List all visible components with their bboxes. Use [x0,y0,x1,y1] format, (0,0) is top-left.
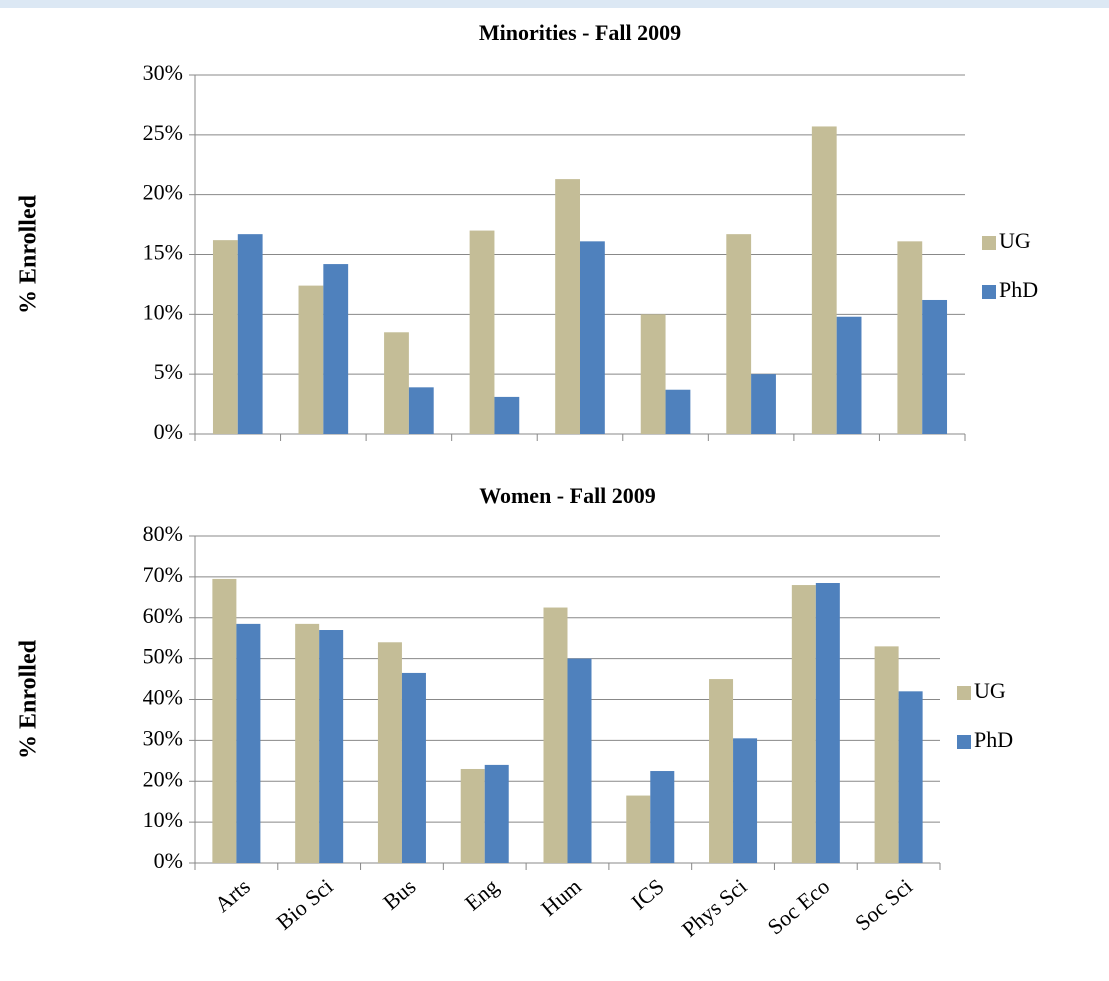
legend-swatch [982,285,996,299]
bar [543,607,568,863]
bar [460,768,485,863]
y-tick-label: 0% [154,419,183,444]
bar [791,585,816,863]
bar [640,314,666,434]
legend-label: PhD [999,277,1038,302]
y-tick-label: 10% [143,807,183,832]
legend-label: UG [974,678,1006,703]
x-tick-label: Bus [378,874,420,915]
legend-label: PhD [974,727,1013,752]
y-tick-label: 0% [154,848,183,873]
bar [726,234,752,434]
y-axis-label: % Enrolled [16,639,42,759]
bar [298,285,324,434]
bar [212,240,238,434]
y-tick-label: 20% [143,766,183,791]
bar [650,771,675,863]
bar [836,316,862,434]
y-tick-label: 80% [143,521,183,546]
x-tick-label: Eng [460,874,503,916]
bar [751,374,776,434]
bar [384,332,409,434]
bar [922,299,948,434]
bar [897,241,923,434]
bar [237,234,263,434]
y-tick-label: 5% [154,359,183,384]
bar [898,691,923,863]
bar [323,264,349,434]
bar [212,578,237,863]
legend-swatch [957,686,971,700]
bar [567,658,592,863]
x-tick-label: ICS [626,874,668,915]
y-axis-label: % Enrolled [16,194,42,314]
legend-label: UG [999,228,1031,253]
y-tick-label: 40% [143,685,183,710]
x-tick-label: Arts [210,874,255,918]
x-tick-label: Hum [536,874,586,921]
x-tick-label: Soc Sci [850,874,917,936]
bar [709,679,734,863]
bar [580,241,605,434]
y-tick-label: 30% [143,60,183,85]
y-tick-label: 20% [143,180,183,205]
x-tick-label: Bio Sci [271,874,337,935]
top-band [0,0,1109,8]
bar [295,623,320,863]
bar [555,179,580,434]
y-tick-label: 30% [143,725,183,750]
y-tick-label: 10% [143,299,183,324]
legend-swatch [957,735,971,749]
chart-title: Minorities - Fall 2009 [479,20,681,45]
bar [469,230,495,434]
y-tick-label: 25% [143,120,183,145]
bar [377,642,402,863]
legend-swatch [982,236,996,250]
bar [408,387,434,434]
bar [319,630,344,863]
bar [811,126,837,434]
bar [815,583,840,863]
y-tick-label: 50% [143,644,183,669]
x-tick-label: Phys Sci [677,874,752,942]
x-tick-label: Soc Eco [763,874,835,940]
bar [236,623,261,863]
chart-title: Women - Fall 2009 [479,483,656,508]
bar [494,396,520,434]
y-tick-label: 70% [143,562,183,587]
bar [484,764,509,863]
y-tick-label: 60% [143,603,183,628]
bar [665,389,691,434]
bar [874,646,899,863]
bar [401,672,426,863]
bar [626,795,651,863]
y-tick-label: 15% [143,240,183,265]
bar [733,738,758,863]
